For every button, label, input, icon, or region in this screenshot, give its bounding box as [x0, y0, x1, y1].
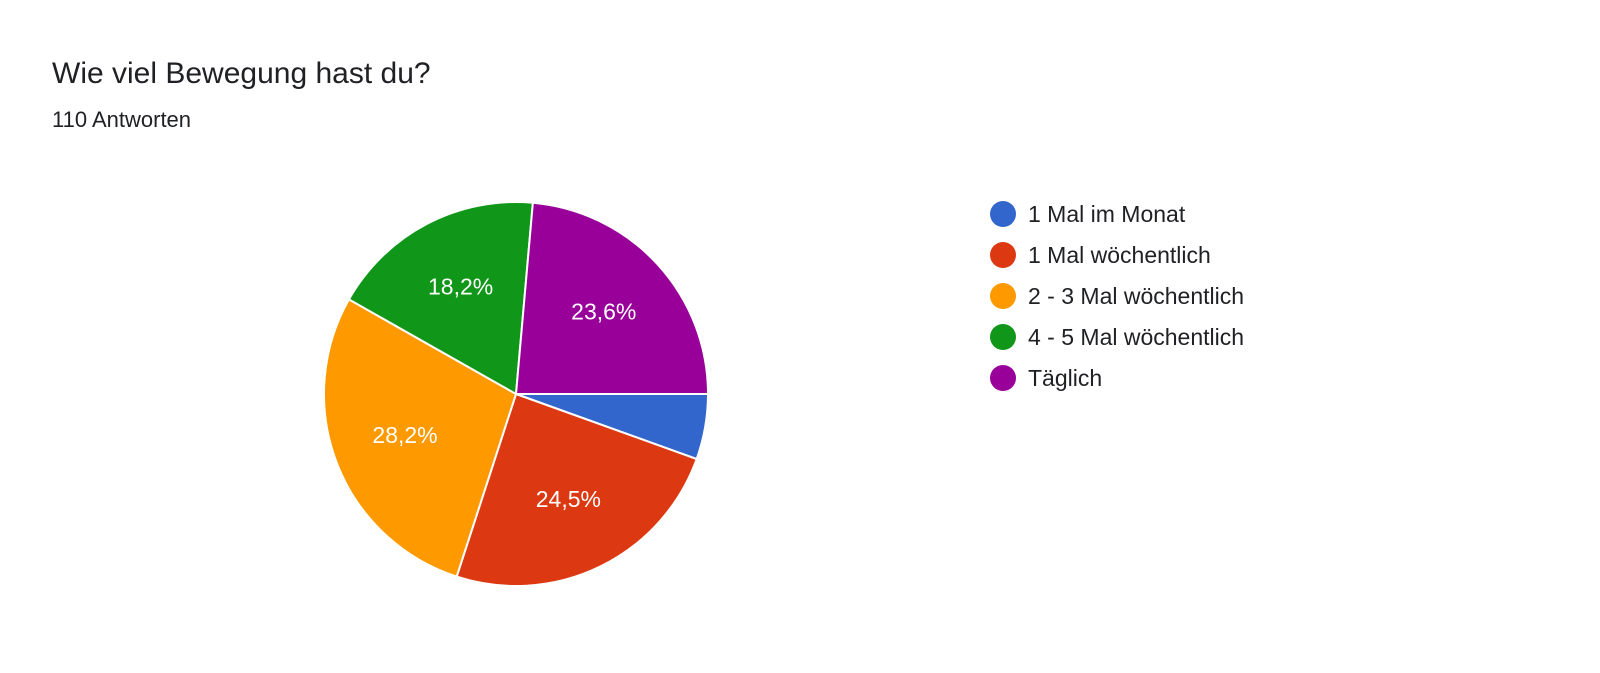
legend-swatch-icon [990, 282, 1016, 309]
legend-item-3[interactable]: 4 - 5 Mal wöchentlich [990, 316, 1244, 357]
pie-slice-1[interactable] [455, 392, 698, 587]
legend-label: 2 - 3 Mal wöchentlich [1028, 282, 1245, 309]
pie-slice-4[interactable] [514, 201, 710, 395]
pie-slice-2[interactable] [323, 298, 518, 578]
pie-slice-label-1: 24,5% [536, 486, 601, 512]
legend-swatch-icon [990, 200, 1016, 227]
legend-item-0[interactable]: 1 Mal im Monat [990, 193, 1244, 234]
chart-title: Wie viel Bewegung hast du? [52, 57, 431, 90]
pie-slice-label-4: 23,6% [571, 299, 636, 325]
pie-slice-3[interactable] [347, 201, 534, 396]
chart-legend: 1 Mal im Monat 1 Mal wöchentlich 2 - 3 Mal… [990, 193, 1244, 398]
pie-slice-label-3: 18,2% [428, 274, 493, 300]
legend-label: Täglich [1028, 364, 1103, 391]
legend-swatch-icon [990, 323, 1016, 350]
legend-label: 1 Mal im Monat [1028, 200, 1186, 227]
legend-label: 4 - 5 Mal wöchentlich [1028, 323, 1245, 350]
legend-item-2[interactable]: 2 - 3 Mal wöchentlich [990, 275, 1244, 316]
legend-swatch-icon [990, 241, 1016, 268]
legend-swatch-icon [990, 364, 1016, 391]
pie-slice-label-2: 28,2% [372, 422, 437, 448]
legend-item-1[interactable]: 1 Mal wöchentlich [990, 234, 1244, 275]
legend-label: 1 Mal wöchentlich [1028, 241, 1211, 268]
response-count: 110 Antworten [52, 107, 192, 132]
legend-item-4[interactable]: Täglich [990, 357, 1244, 398]
